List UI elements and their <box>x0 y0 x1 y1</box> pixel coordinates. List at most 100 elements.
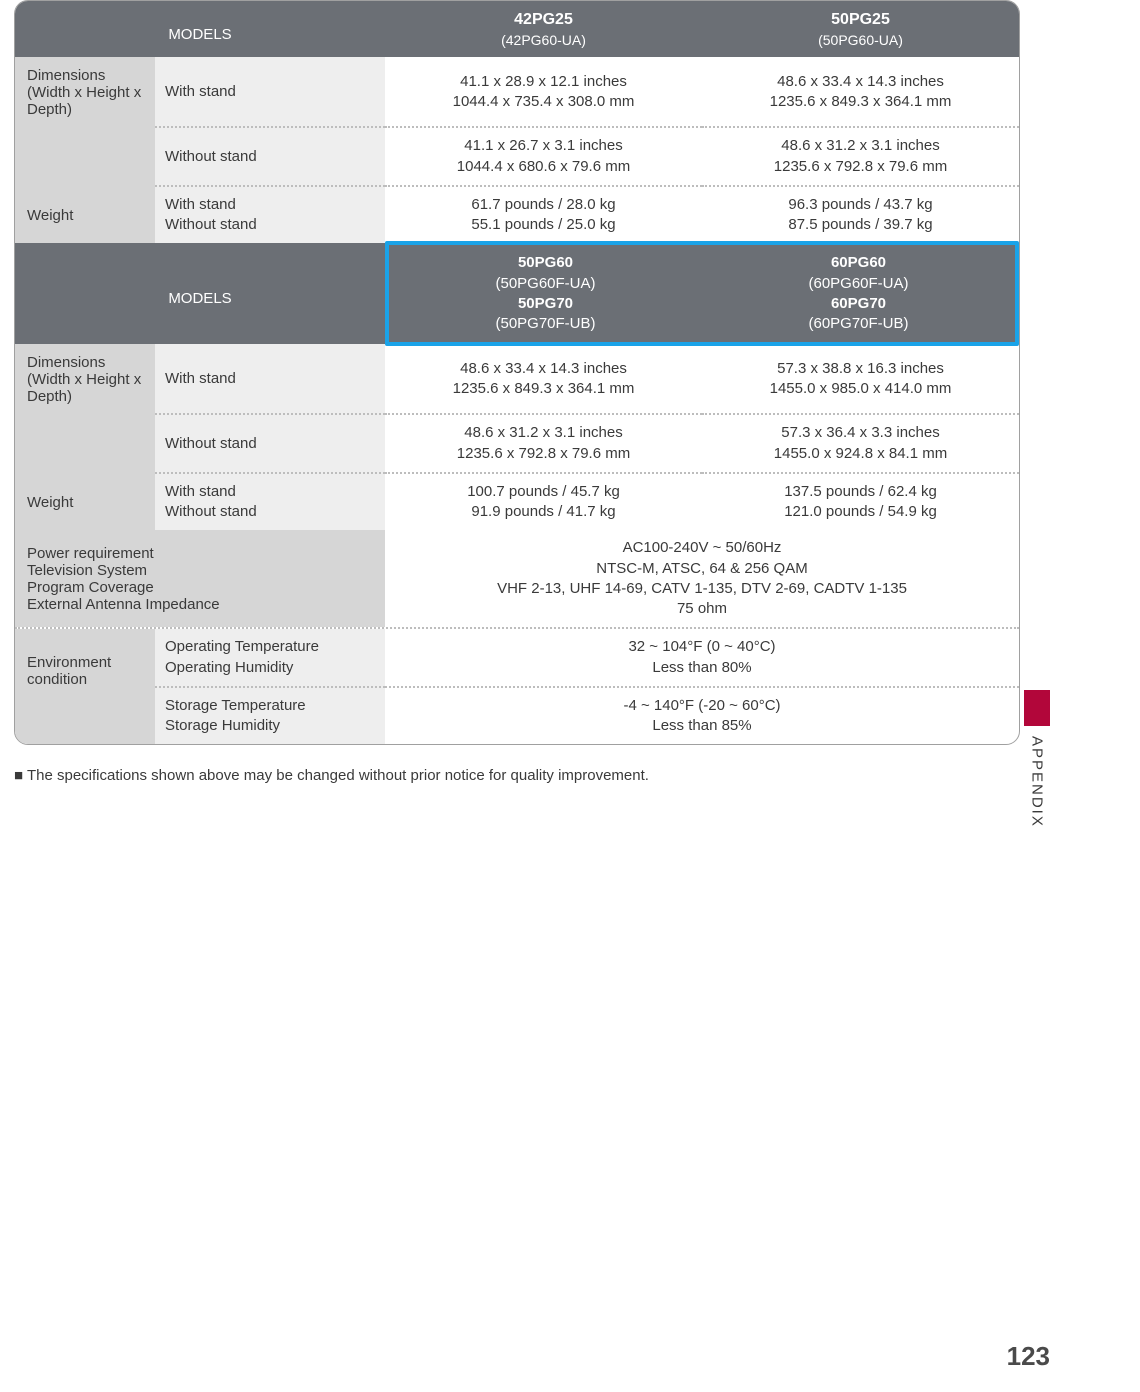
s1-without-stand-label: Without stand <box>155 128 385 187</box>
op-temp-val: 32 ~ 104°F (0 ~ 40°C) <box>391 637 1013 657</box>
env-label-bottom <box>15 688 155 745</box>
model-42pg25: 42PG25 (42PG60-UA) <box>385 1 702 57</box>
s1-weight-wos-label: Without stand <box>165 215 375 235</box>
s1-dimensions-label-cont <box>15 128 155 187</box>
s1-wos-a-mm: 1044.4 x 680.6 x 79.6 mm <box>391 157 696 177</box>
s2-dimensions-label: Dimensions (Width x Height x Depth) <box>15 344 155 415</box>
st-temp-val: -4 ~ 140°F (-20 ~ 60°C) <box>391 696 1013 716</box>
h2-a-l1-r: (50PG60F-UA) <box>395 274 696 294</box>
s2-weight-ws-label: With stand <box>165 482 375 502</box>
env-storage: Storage Temperature Storage Humidity -4 … <box>15 688 1019 745</box>
s2-wos-a: 48.6 x 31.2 x 3.1 inches 1235.6 x 792.8 … <box>385 415 702 474</box>
s2-weight-label: Weight <box>15 474 155 531</box>
h2-a-l2-b: 50PG70 <box>395 294 696 314</box>
model-60pg60-70: 60PG60 (60PG60F-UA) 60PG70 (60PG70F-UB) <box>702 245 1015 342</box>
env-label-top: Environment condition <box>15 629 155 688</box>
s1-weight-sublabels: With stand Without stand <box>155 187 385 244</box>
general-labels: Power requirement Television System Prog… <box>15 530 385 627</box>
h2-b-l2-b: 60PG70 <box>708 294 1009 314</box>
s2-wos-b-mm: 1455.0 x 924.8 x 84.1 mm <box>708 444 1013 464</box>
s1-weight-ws-label: With stand <box>165 195 375 215</box>
s1-weight-b: 96.3 pounds / 43.7 kg 87.5 pounds / 39.7… <box>702 187 1019 244</box>
highlighted-models: 50PG60 (50PG60F-UA) 50PG70 (50PG70F-UB) … <box>385 241 1019 346</box>
s1-wos-a-in: 41.1 x 26.7 x 3.1 inches <box>391 136 696 156</box>
h2-b-l1-r: (60PG60F-UA) <box>708 274 1009 294</box>
s2-dimensions-with-stand: Dimensions (Width x Height x Depth) With… <box>15 344 1019 415</box>
antenna-value: 75 ohm <box>391 599 1013 619</box>
s1-dimensions-with-stand: Dimensions (Width x Height x Depth) With… <box>15 57 1019 128</box>
s1-ws-a-mm: 1044.4 x 735.4 x 308.0 mm <box>391 92 696 112</box>
page-number: 123 <box>1007 1341 1050 1372</box>
models-header-2: MODELS 50PG60 (50PG60F-UA) 50PG70 (50PG7… <box>15 243 1019 344</box>
s2-weight-sublabels: With stand Without stand <box>155 474 385 531</box>
env-operating: Environment condition Operating Temperat… <box>15 629 1019 688</box>
h2-a-l1-b: 50PG60 <box>395 253 696 273</box>
s1-ws-b-in: 48.6 x 33.4 x 14.3 inches <box>708 72 1013 92</box>
h2-b-l1: 60PG60 (60PG60F-UA) <box>708 253 1009 294</box>
s2-wos-b: 57.3 x 36.4 x 3.3 inches 1455.0 x 924.8 … <box>702 415 1019 474</box>
env-st-labels: Storage Temperature Storage Humidity <box>155 688 385 745</box>
s2-weight-wos-label: Without stand <box>165 502 375 522</box>
s2-dimensions-label-cont <box>15 415 155 474</box>
s1-weight-a: 61.7 pounds / 28.0 kg 55.1 pounds / 25.0… <box>385 187 702 244</box>
antenna-label: External Antenna Impedance <box>27 596 373 613</box>
s2-w-wos-a: 91.9 pounds / 41.7 kg <box>391 502 696 522</box>
power-value: AC100-240V ~ 50/60Hz <box>391 538 1013 558</box>
s1-w-wos-b: 87.5 pounds / 39.7 kg <box>708 215 1013 235</box>
st-hum-val: Less than 85% <box>391 716 1013 736</box>
op-hum-label: Operating Humidity <box>165 658 375 678</box>
s2-w-ws-b: 137.5 pounds / 62.4 kg <box>708 482 1013 502</box>
s2-dimensions-without-stand: Without stand 48.6 x 31.2 x 3.1 inches 1… <box>15 415 1019 474</box>
h2-b-l2-r: (60PG70F-UB) <box>708 314 1009 334</box>
tv-value: NTSC-M, ATSC, 64 & 256 QAM <box>391 559 1013 579</box>
program-value: VHF 2-13, UHF 14-69, CATV 1-135, DTV 2-6… <box>391 579 1013 599</box>
s1-wos-b-in: 48.6 x 31.2 x 3.1 inches <box>708 136 1013 156</box>
model-50pg25-main: 50PG25 <box>708 9 1013 31</box>
s1-wos-b-mm: 1235.6 x 792.8 x 79.6 mm <box>708 157 1013 177</box>
s2-wos-a-in: 48.6 x 31.2 x 3.1 inches <box>391 423 696 443</box>
st-temp-label: Storage Temperature <box>165 696 375 716</box>
s1-with-stand-label: With stand <box>155 57 385 128</box>
model-50pg60-70: 50PG60 (50PG60F-UA) 50PG70 (50PG70F-UB) <box>389 245 702 342</box>
s2-weight-a: 100.7 pounds / 45.7 kg 91.9 pounds / 41.… <box>385 474 702 531</box>
h2-b-l1-b: 60PG60 <box>708 253 1009 273</box>
side-tab: APPENDIX <box>1024 690 1050 830</box>
h2-a-l1: 50PG60 (50PG60F-UA) <box>395 253 696 294</box>
s1-dimensions-without-stand: Without stand 41.1 x 26.7 x 3.1 inches 1… <box>15 128 1019 187</box>
general-specs: Power requirement Television System Prog… <box>15 530 1019 629</box>
s2-weight: Weight With stand Without stand 100.7 po… <box>15 474 1019 531</box>
program-label: Program Coverage <box>27 579 373 596</box>
s1-ws-b: 48.6 x 33.4 x 14.3 inches 1235.6 x 849.3… <box>702 57 1019 128</box>
s2-ws-b-mm: 1455.0 x 985.0 x 414.0 mm <box>708 379 1013 399</box>
env-op-values: 32 ~ 104°F (0 ~ 40°C) Less than 80% <box>385 629 1019 688</box>
env-op-labels: Operating Temperature Operating Humidity <box>155 629 385 688</box>
s2-wos-a-mm: 1235.6 x 792.8 x 79.6 mm <box>391 444 696 464</box>
s2-with-stand-label: With stand <box>155 344 385 415</box>
s1-ws-a: 41.1 x 28.9 x 12.1 inches 1044.4 x 735.4… <box>385 57 702 128</box>
s2-ws-b-in: 57.3 x 38.8 x 16.3 inches <box>708 359 1013 379</box>
s2-ws-a: 48.6 x 33.4 x 14.3 inches 1235.6 x 849.3… <box>385 344 702 415</box>
s1-weight-label: Weight <box>15 187 155 244</box>
op-hum-val: Less than 80% <box>391 658 1013 678</box>
s2-without-stand-label: Without stand <box>155 415 385 474</box>
st-hum-label: Storage Humidity <box>165 716 375 736</box>
s1-weight: Weight With stand Without stand 61.7 pou… <box>15 187 1019 244</box>
s2-w-wos-b: 121.0 pounds / 54.9 kg <box>708 502 1013 522</box>
s1-dimensions-label: Dimensions (Width x Height x Depth) <box>15 57 155 128</box>
power-label: Power requirement <box>27 545 373 562</box>
general-values: AC100-240V ~ 50/60Hz NTSC-M, ATSC, 64 & … <box>385 530 1019 627</box>
s1-w-ws-b: 96.3 pounds / 43.7 kg <box>708 195 1013 215</box>
models-label-2: MODELS <box>15 243 385 344</box>
tv-label: Television System <box>27 562 373 579</box>
s2-ws-b: 57.3 x 38.8 x 16.3 inches 1455.0 x 985.0… <box>702 344 1019 415</box>
models-header-1: MODELS 42PG25 (42PG60-UA) 50PG25 (50PG60… <box>15 1 1019 57</box>
footnote: ■ The specifications shown above may be … <box>14 767 1020 784</box>
model-42pg25-sub: (42PG60-UA) <box>391 31 696 50</box>
s2-w-ws-a: 100.7 pounds / 45.7 kg <box>391 482 696 502</box>
s2-weight-b: 137.5 pounds / 62.4 kg 121.0 pounds / 54… <box>702 474 1019 531</box>
model-50pg25-sub: (50PG60-UA) <box>708 31 1013 50</box>
side-tab-marker <box>1024 690 1050 726</box>
h2-b-l2: 60PG70 (60PG70F-UB) <box>708 294 1009 335</box>
s1-wos-b: 48.6 x 31.2 x 3.1 inches 1235.6 x 792.8 … <box>702 128 1019 187</box>
s2-ws-a-in: 48.6 x 33.4 x 14.3 inches <box>391 359 696 379</box>
